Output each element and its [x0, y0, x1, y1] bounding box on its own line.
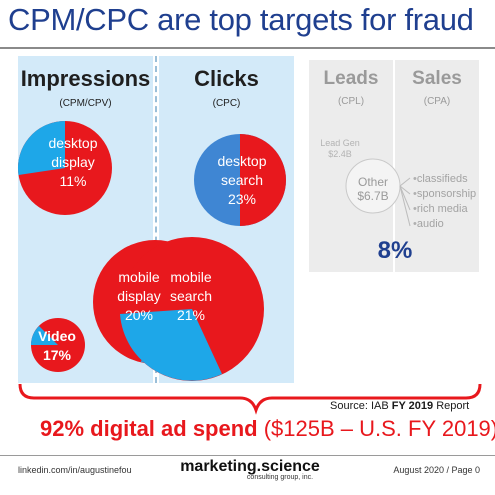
clicks-heading: Clicks [194, 66, 259, 91]
leads-subheading: (CPL) [337, 96, 365, 107]
impressions-subheading: (CPM/CPV) [59, 98, 112, 109]
desktop-display-bubble [17, 120, 112, 215]
other-breakdown-item: rich media [413, 202, 476, 217]
mobile-search-label: mobile search 21% [169, 269, 213, 323]
page-title: CPM/CPC are top targets for fraud [8, 2, 474, 37]
other-breakdown-item: sponsorship [413, 187, 476, 202]
video-label: Video 17% [38, 328, 76, 363]
sales-panel [395, 60, 479, 272]
mobile-search-segment [120, 309, 222, 381]
footer-date-page: August 2020 / Page 0 [393, 465, 480, 475]
summary-text: 92% digital ad spend ($125B – U.S. FY 20… [40, 416, 495, 441]
sales-heading: Sales [412, 68, 462, 89]
other-breakdown-item: classifieds [413, 172, 476, 187]
mobile-search-bubble [120, 237, 264, 381]
column-divider [155, 56, 157, 383]
desktop-search-segment [240, 134, 286, 226]
other-share-value: 8% [377, 237, 413, 264]
footer-brand: marketing.science consulting group, inc. [170, 458, 330, 481]
lead-gen-label: Lead Gen $2.4B [320, 138, 360, 159]
desktop-search-bubble [194, 134, 286, 226]
brand-tagline: consulting group, inc. [246, 474, 314, 481]
brand-logo-text: marketing.science [180, 458, 320, 475]
clicks-subheading: (CPC) [212, 98, 241, 109]
video-bubble [31, 318, 85, 372]
summary-brace [18, 383, 482, 415]
other-breakdown-list: classifieds sponsorship rich media audio [413, 172, 476, 232]
desktop-display-segment [17, 120, 66, 175]
title-divider [0, 47, 495, 49]
footer-divider [0, 455, 495, 456]
other-connectors [399, 177, 411, 227]
desktop-display-label: desktop display 11% [48, 135, 98, 189]
other-label: Other $6.7B [357, 175, 389, 203]
footer-linkedin-link[interactable]: linkedin.com/in/augustinefou [18, 465, 132, 475]
video-segment [31, 326, 58, 345]
sales-subheading: (CPA) [423, 96, 451, 107]
other-breakdown-item: audio [413, 217, 476, 232]
source-note: Source: IAB FY 2019 Report [330, 400, 470, 412]
mobile-display-label: mobile display 20% [117, 269, 161, 323]
desktop-search-label: desktop search 23% [217, 153, 267, 207]
impressions-heading: Impressions [20, 66, 151, 91]
leads-heading: Leads [323, 68, 379, 89]
